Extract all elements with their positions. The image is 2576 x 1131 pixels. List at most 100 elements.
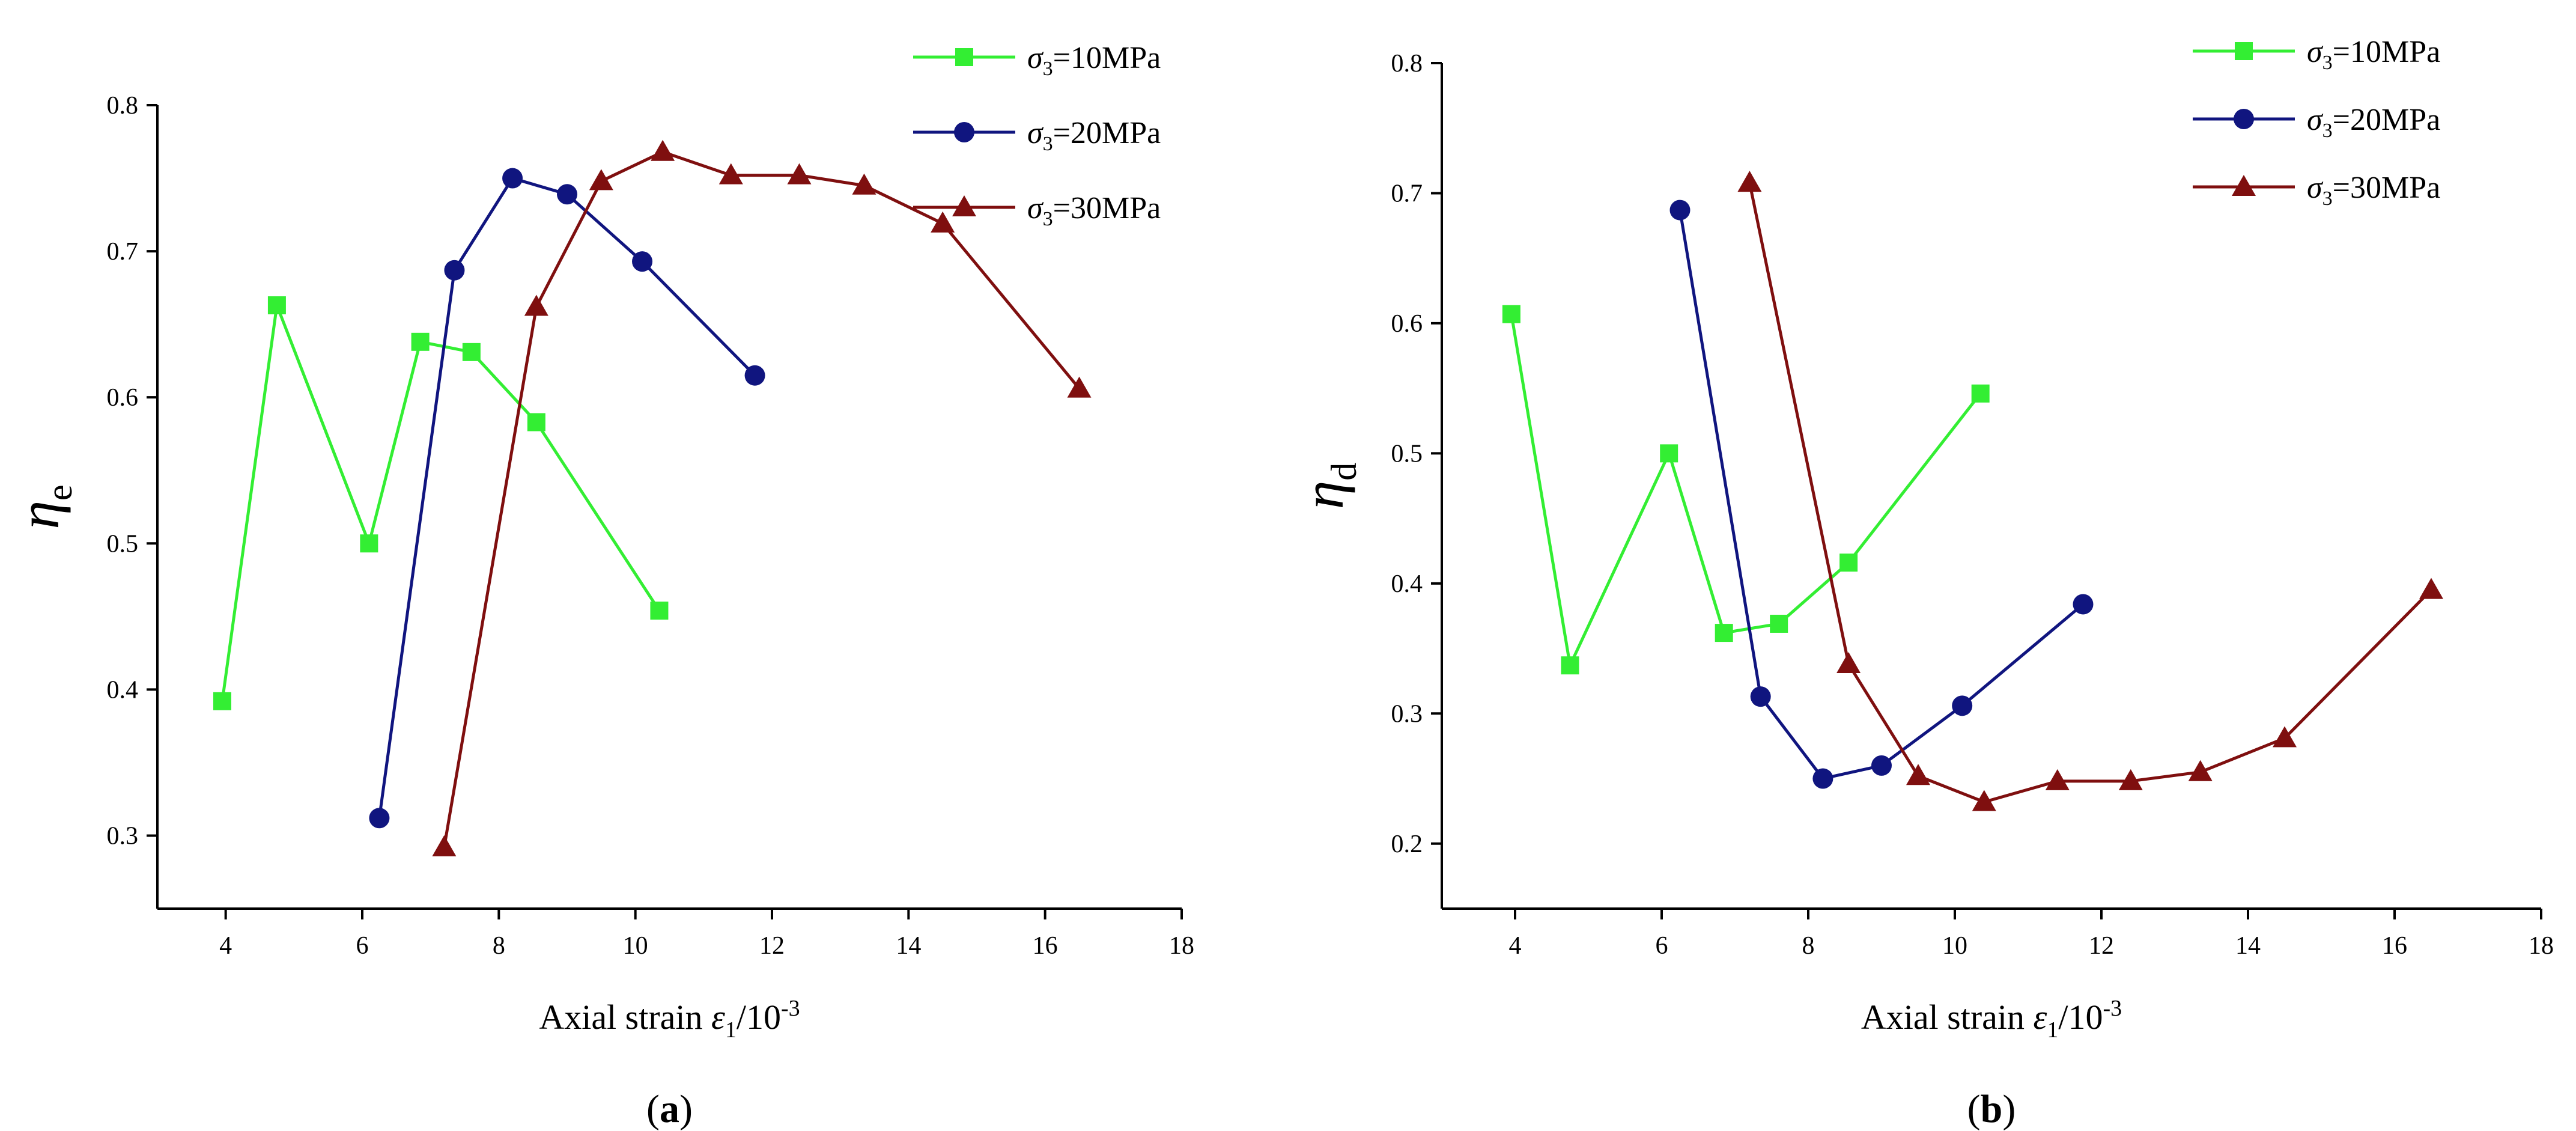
- legend-label: σ3=10MPa: [1027, 41, 1161, 80]
- y-tick-label: 0.8: [107, 92, 139, 120]
- x-tick-label: 6: [356, 932, 369, 960]
- data-point-triangle: [589, 169, 613, 191]
- panel-label: (b): [1967, 1087, 2016, 1131]
- data-point-square: [411, 332, 430, 351]
- data-point-triangle: [2188, 760, 2213, 781]
- y-tick-label: 0.5: [107, 530, 139, 558]
- data-point-triangle: [2273, 726, 2297, 748]
- x-tick-label: 8: [493, 932, 505, 960]
- y-tick-label: 0.7: [1391, 180, 1423, 207]
- y-tick-label: 0.4: [107, 676, 139, 704]
- data-point-circle: [1871, 755, 1892, 776]
- data-point-circle: [2073, 594, 2094, 615]
- series-σ3=20MPa: [1669, 200, 2094, 789]
- data-point-square: [267, 296, 286, 315]
- data-point-circle: [557, 184, 577, 205]
- data-point-triangle: [787, 163, 812, 184]
- data-point-square: [1561, 656, 1579, 675]
- x-tick-label: 6: [1656, 932, 1668, 960]
- x-tick-label: 14: [2235, 932, 2261, 960]
- x-tick-label: 10: [623, 932, 648, 960]
- y-tick-label: 0.2: [1391, 831, 1423, 858]
- y-axis-subscript: e: [40, 484, 79, 501]
- y-tick-label: 0.5: [1391, 440, 1423, 468]
- x-tick-label: 18: [1169, 932, 1194, 960]
- legend-entry: σ3=20MPa: [2193, 103, 2440, 142]
- x-tick-label: 12: [759, 932, 785, 960]
- x-tick-label: 16: [1033, 932, 1058, 960]
- x-tick-label: 18: [2529, 932, 2554, 960]
- data-point-circle: [502, 168, 523, 189]
- data-point-triangle: [651, 139, 675, 161]
- y-axis-symbol: η: [1291, 481, 1355, 510]
- data-point-triangle: [1067, 376, 1092, 398]
- y-tick-label: 0.6: [1391, 310, 1423, 338]
- data-point-triangle: [2419, 578, 2443, 599]
- legend-entry: σ3=10MPa: [913, 41, 1161, 80]
- legend-marker-triangle: [952, 195, 976, 216]
- legend-entry: σ3=30MPa: [913, 191, 1161, 230]
- data-point-triangle: [1737, 171, 1762, 192]
- legend-marker-square: [955, 48, 973, 66]
- chart-panel-b: 4 6 8 10 12 14 16 18 0.2 0.3 0.4 0.5 0.6 0.7 0.8 ηd Axia…: [1291, 35, 2554, 1131]
- data-point-square: [527, 413, 545, 431]
- data-point-triangle: [2045, 769, 2070, 790]
- series-line: [1748, 182, 2432, 804]
- y-axis-subscript: d: [1324, 463, 1364, 481]
- series-σ3=30MPa: [1737, 171, 2443, 811]
- data-point-triangle: [1836, 652, 1861, 674]
- y-tick-label: 0.4: [1391, 570, 1423, 598]
- legend-marker-circle: [954, 122, 974, 142]
- series-σ3=20MPa: [369, 168, 765, 829]
- y-axis-symbol: η: [7, 501, 71, 529]
- data-point-circle: [744, 365, 765, 386]
- y-axis-label: ηd: [1291, 463, 1364, 510]
- data-point-circle: [1750, 686, 1771, 707]
- series-σ3=30MPa: [432, 139, 1092, 856]
- series-σ3=10MPa: [1502, 305, 1990, 675]
- data-point-circle: [1952, 695, 1973, 716]
- data-point-square: [1660, 444, 1678, 463]
- legend-label: σ3=30MPa: [1027, 191, 1161, 230]
- data-point-square: [1502, 305, 1520, 323]
- x-tick-label: 16: [2382, 932, 2407, 960]
- y-tick-label: 0.8: [1391, 50, 1423, 78]
- legend-marker-circle: [2234, 109, 2254, 129]
- series-line: [442, 150, 1081, 848]
- legend-marker-triangle: [2232, 175, 2256, 196]
- y-tick-label: 0.6: [107, 384, 139, 412]
- data-point-square: [360, 534, 378, 553]
- data-point-triangle: [852, 173, 876, 195]
- data-point-triangle: [1972, 790, 1996, 811]
- data-point-circle: [1812, 768, 1833, 789]
- x-tick-label: 4: [1509, 932, 1522, 960]
- data-point-triangle: [432, 835, 457, 856]
- legend-label: σ3=20MPa: [2307, 103, 2440, 142]
- legend-label: σ3=10MPa: [2307, 35, 2440, 74]
- legend-marker-square: [2235, 42, 2253, 60]
- data-point-square: [1715, 624, 1733, 642]
- legend-label: σ3=20MPa: [1027, 116, 1161, 155]
- data-point-triangle: [718, 163, 743, 184]
- x-tick-label: 14: [896, 932, 921, 960]
- x-tick-label: 4: [219, 932, 232, 960]
- y-axis-label: ηe: [7, 484, 79, 529]
- x-axis-label: Axial strain ε1/10-3: [1861, 996, 2122, 1043]
- x-tick-label: 10: [1942, 932, 1967, 960]
- data-point-square: [1770, 614, 1788, 633]
- data-point-triangle: [524, 294, 548, 316]
- data-point-square: [1971, 384, 1990, 403]
- legend-entry: σ3=30MPa: [2193, 171, 2440, 210]
- legend-label: σ3=30MPa: [2307, 171, 2440, 210]
- data-point-circle: [444, 260, 465, 281]
- legend-entry: σ3=10MPa: [2193, 35, 2440, 74]
- series-line: [377, 176, 756, 819]
- y-tick-label: 0.3: [107, 822, 139, 850]
- series-line: [1678, 210, 2085, 781]
- x-axis-label: Axial strain ε1/10-3: [539, 996, 800, 1043]
- x-tick-label: 8: [1802, 932, 1815, 960]
- data-point-triangle: [1906, 764, 1930, 785]
- data-point-circle: [632, 251, 653, 272]
- data-point-square: [462, 343, 481, 361]
